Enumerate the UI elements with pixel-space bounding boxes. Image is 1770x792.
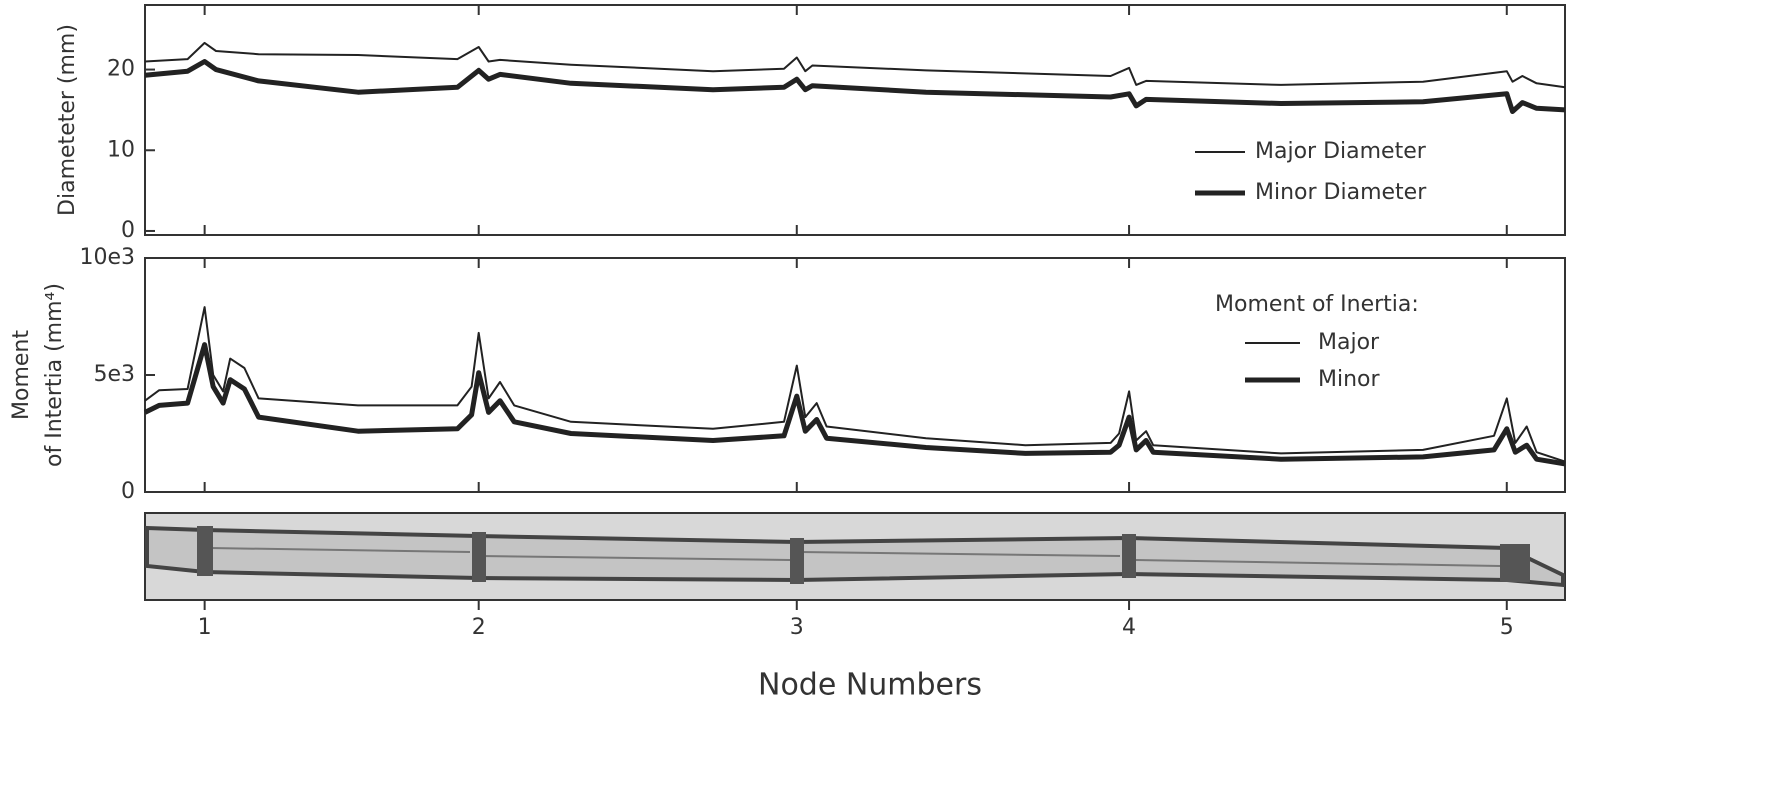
- legend-label: Minor Diameter: [1255, 180, 1427, 205]
- x-tick-label: 3: [790, 615, 804, 640]
- y-axis-label: Moment: [9, 330, 34, 420]
- x-tick-label: 2: [472, 615, 486, 640]
- x-tick-label: 4: [1122, 615, 1136, 640]
- legend-label: Minor: [1318, 367, 1380, 392]
- y-tick-label: 5e3: [93, 362, 135, 387]
- legend-title: Moment of Inertia:: [1215, 292, 1419, 317]
- stalk-photo: [144, 512, 1566, 601]
- y-axis-label: of Intertia (mm⁴): [42, 283, 67, 467]
- x-axis-label: Node Numbers: [758, 668, 982, 703]
- y-tick-label: 10e3: [79, 245, 135, 270]
- y-axis-label: Diameteter (mm): [55, 24, 80, 216]
- legend-label: Major: [1318, 330, 1380, 355]
- y-tick-label: 0: [121, 479, 135, 504]
- line-series: [144, 306, 1566, 463]
- x-tick-label: 5: [1500, 615, 1514, 640]
- line-series: [143, 342, 1566, 467]
- plot-frame: [144, 4, 1566, 236]
- y-tick-label: 10: [107, 137, 135, 162]
- x-tick-label: 1: [198, 615, 212, 640]
- line-series: [144, 41, 1566, 89]
- y-tick-label: 0: [121, 218, 135, 243]
- y-tick-label: 20: [107, 57, 135, 82]
- line-series: [144, 59, 1566, 114]
- legend-label: Major Diameter: [1255, 139, 1427, 164]
